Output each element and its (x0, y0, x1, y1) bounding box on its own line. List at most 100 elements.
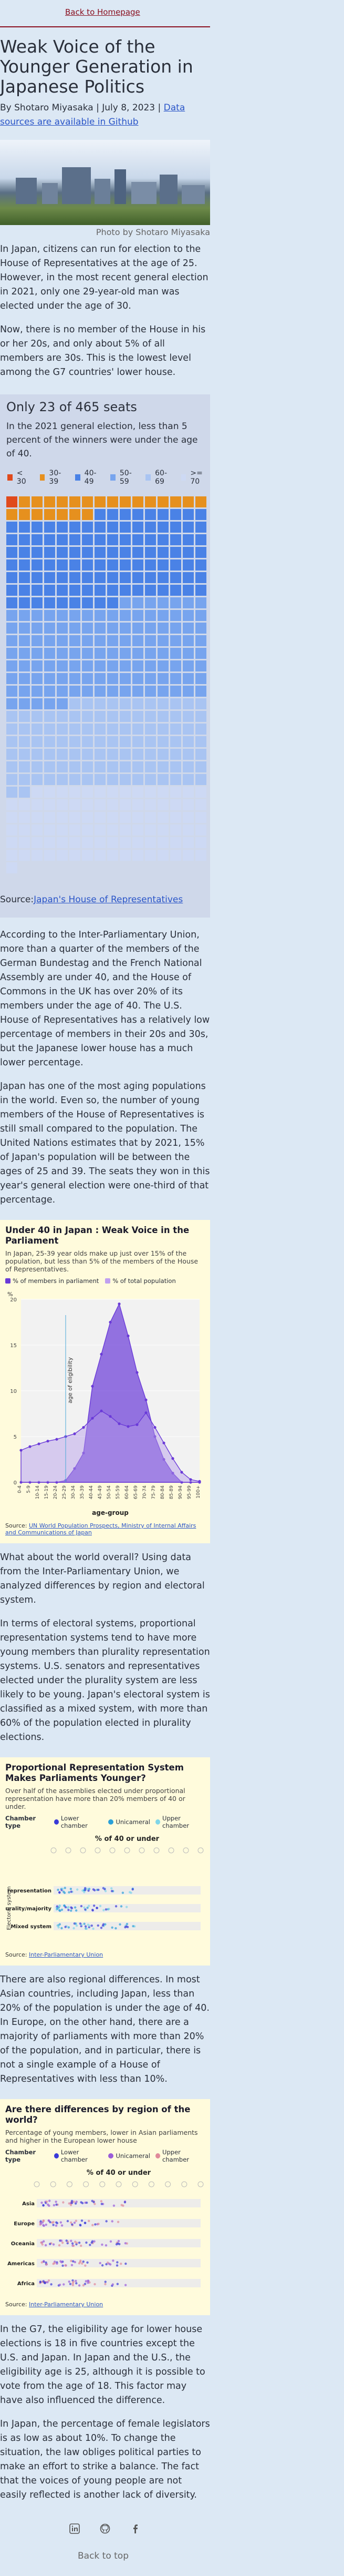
chart3-source-link[interactable]: Inter-Parliamentary Union (28, 2301, 103, 2308)
tick-marker (197, 1847, 204, 1854)
data-dot (117, 2221, 120, 2223)
row-band (54, 1904, 201, 1912)
seat-cell (69, 686, 80, 697)
data-dot (132, 1925, 134, 1928)
seat-cell (107, 749, 118, 760)
data-dot (71, 2284, 75, 2286)
x-tick-label: 75-79 (151, 1485, 157, 1499)
github-icon[interactable] (100, 2523, 110, 2534)
nav-divider (0, 26, 210, 27)
seat-cell (145, 585, 156, 596)
data-dot (75, 2282, 78, 2285)
seat-cell (44, 597, 55, 608)
data-dot (64, 1926, 67, 1928)
seat-cell (158, 686, 169, 697)
seat-cell (145, 698, 156, 709)
seat-cell (69, 736, 80, 747)
seat-cell (82, 698, 93, 709)
seat-cell (57, 534, 68, 545)
data-dot (69, 2221, 72, 2224)
seat-cell (95, 660, 106, 671)
seat-cell (44, 585, 55, 596)
linkedin-icon[interactable] (69, 2523, 80, 2534)
chart1-source-link[interactable]: UN World Population Prospects, Ministry … (5, 1522, 196, 1536)
seat-cell (195, 824, 206, 836)
tick-marker (50, 2181, 56, 2187)
data-dot (87, 2282, 89, 2284)
seat-cell (57, 559, 68, 571)
data-dot (111, 1926, 113, 1929)
data-dot (90, 1925, 93, 1927)
data-dot (105, 2220, 108, 2223)
tick-marker (109, 1847, 116, 1854)
seat-cell (183, 597, 194, 608)
tick-marker (124, 1847, 130, 1854)
data-dot (60, 2224, 64, 2227)
seat-cell (183, 534, 194, 545)
seat-cell (158, 724, 169, 735)
seat-cell (32, 812, 43, 823)
seat-cell (183, 660, 194, 671)
seat-cell (95, 572, 106, 583)
legend-title: Chamber type (5, 1815, 36, 1829)
seat-cell (82, 623, 93, 634)
data-point (28, 1445, 32, 1448)
chart3-source-label: Source: (5, 2301, 29, 2308)
data-dot (125, 1925, 128, 1928)
seat-cell (95, 749, 106, 760)
seat-cell (145, 648, 156, 659)
data-dot (68, 1891, 70, 1894)
data-dot (70, 2200, 74, 2203)
data-dot (104, 2280, 107, 2283)
seat-cell (170, 496, 181, 507)
chart1-legend: % of members in parliament % of total po… (5, 1277, 205, 1285)
seat-cell (195, 686, 206, 697)
data-dot (89, 2244, 91, 2246)
seat-cell (107, 711, 118, 722)
seat-cell (6, 774, 17, 785)
data-dot (97, 1888, 100, 1891)
stat-source-link[interactable]: Japan's House of Representatives (34, 894, 183, 905)
seat-cell (120, 572, 131, 583)
back-to-top-link[interactable]: Back to top (78, 2551, 129, 2561)
back-to-homepage-link[interactable]: Back to Homepage (65, 7, 140, 17)
seat-cell (95, 761, 106, 772)
data-dot (56, 2262, 58, 2265)
seat-cell (183, 724, 194, 735)
seat-cell (32, 597, 43, 608)
data-point (171, 1472, 174, 1475)
row-band (37, 2259, 201, 2267)
seat-cell (82, 812, 93, 823)
row-label: Oceania (11, 2241, 35, 2247)
age-distribution-chart-card: Under 40 in Japan : Weak Voice in the Pa… (0, 1220, 210, 1543)
data-dot (126, 1922, 129, 1926)
data-point (46, 1440, 49, 1443)
data-dot (87, 1905, 90, 1907)
data-sources-link[interactable]: Data sources are available in Github (0, 103, 185, 127)
seat-cell (95, 799, 106, 810)
seat-cell (145, 749, 156, 760)
seat-cell (95, 736, 106, 747)
seat-cell (183, 559, 194, 571)
seat-cell (132, 623, 143, 634)
facebook-icon[interactable] (130, 2523, 141, 2534)
chart2-source-link[interactable]: Inter-Parliamentary Union (28, 1951, 103, 1958)
seat-cell (69, 711, 80, 722)
seat-cell (195, 547, 206, 558)
seat-cell (82, 585, 93, 596)
seat-cell (145, 673, 156, 684)
seat-cell (195, 736, 206, 747)
seat-cell (57, 724, 68, 735)
seat-cell (195, 610, 206, 621)
data-dot (70, 2264, 74, 2266)
seat-cell (195, 623, 206, 634)
seat-cell (120, 799, 131, 810)
seat-cell (183, 749, 194, 760)
data-dot (39, 2280, 42, 2283)
seat-cell (120, 585, 131, 596)
data-dot (92, 1888, 95, 1891)
seat-cell (183, 673, 194, 684)
region-chart: % of 40 or under Asia Europe Oceania America… (7, 2169, 204, 2287)
data-dot (108, 2262, 110, 2265)
